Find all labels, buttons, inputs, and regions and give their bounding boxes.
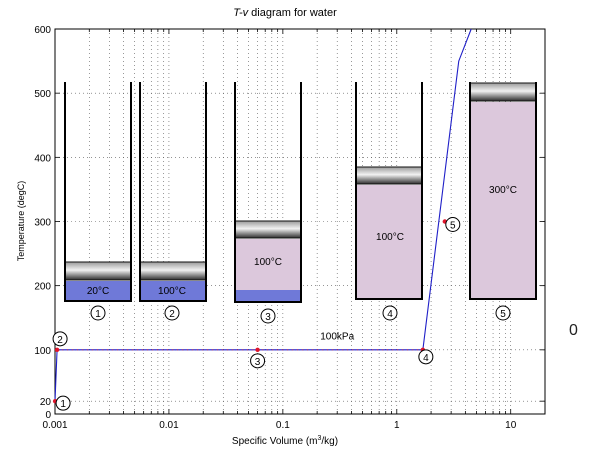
- state-point-2: [54, 347, 60, 353]
- vapor-fill: [356, 185, 422, 299]
- x-tick-label: 1: [394, 420, 400, 431]
- cylinder-wall: [469, 82, 537, 300]
- y-tick-label: 500: [34, 89, 51, 100]
- liquid-fill: [140, 281, 206, 301]
- state-point-3: [255, 347, 260, 353]
- cylinder-illustrations: 20°C 1 100°C 2 100°C 3 100°C 4 300°C 5: [64, 82, 537, 324]
- x-tick-label: 0.01: [159, 420, 179, 431]
- cylinder-number-circle: [382, 305, 398, 321]
- cylinder-wall: [139, 82, 207, 302]
- cylinder-number-label: 1: [95, 309, 101, 320]
- state-points: 1 2 3 4 5: [52, 217, 461, 411]
- x-axis-label: Specific Volume (m3/kg): [232, 435, 338, 447]
- chart-title: T-v diagram for water: [233, 7, 337, 19]
- y-tick-label: 400: [34, 153, 51, 164]
- piston: [469, 82, 537, 102]
- cylinder-5: 300°C 5: [469, 82, 537, 321]
- state-point-label-circle: [52, 331, 68, 347]
- state-point-label-circle: [445, 217, 461, 232]
- y-tick-label: 20: [40, 397, 52, 408]
- piston: [139, 261, 207, 281]
- cylinder-wall: [64, 82, 132, 302]
- state-point-label: 3: [255, 357, 261, 368]
- cylinder-number-label: 3: [265, 312, 271, 323]
- liquid-fill: [235, 290, 301, 302]
- state-point-label-circle: [418, 349, 434, 365]
- y-axis-label: Temperature (degC): [16, 181, 26, 262]
- x-tick-label: 0.001: [42, 420, 67, 431]
- plot-frame: [54, 28, 546, 415]
- state-point-label: 4: [423, 353, 429, 364]
- y-tick-label: 100: [34, 346, 51, 357]
- cylinder-temperature-label: 100°C: [254, 257, 282, 268]
- state-point-label: 5: [450, 221, 456, 232]
- cylinder-number-circle: [164, 305, 180, 321]
- cylinder-number-circle: [495, 305, 511, 321]
- y-tick-label: 600: [34, 25, 51, 36]
- pressure-annotation: 100kPa: [320, 331, 354, 342]
- cylinder-wall: [355, 82, 423, 300]
- piston: [64, 261, 132, 281]
- stray-character: 0: [569, 322, 578, 339]
- state-point-label: 2: [57, 335, 63, 346]
- state-point-label-circle: [250, 353, 266, 369]
- cylinder-temperature-label: 100°C: [158, 286, 186, 297]
- cylinder-2: 100°C 2: [139, 82, 207, 321]
- cylinder-4: 100°C 4: [355, 82, 423, 321]
- cylinder-number-circle: [260, 308, 276, 324]
- y-tick-label: 0: [45, 410, 51, 421]
- cylinder-temperature-label: 300°C: [489, 185, 517, 196]
- piston: [234, 220, 302, 239]
- cylinder-number-label: 4: [387, 309, 393, 320]
- x-tick-label: 10: [505, 420, 517, 431]
- cylinder-temperature-label: 20°C: [87, 286, 109, 297]
- y-tick-label: 200: [34, 282, 51, 293]
- cylinder-1: 20°C 1: [64, 82, 132, 321]
- y-tick-label: 300: [34, 218, 51, 229]
- liquid-fill: [65, 281, 131, 301]
- cylinder-temperature-label: 100°C: [376, 232, 404, 243]
- vapor-fill: [235, 239, 301, 290]
- vapor-fill: [470, 102, 536, 299]
- piston: [355, 166, 423, 185]
- x-tick-label: 0.1: [276, 420, 290, 431]
- cylinder-wall: [234, 82, 302, 303]
- state-point-label: 1: [60, 399, 66, 410]
- cylinder-3: 100°C 3: [234, 82, 302, 324]
- state-point-label-circle: [55, 395, 71, 411]
- cylinder-number-circle: [90, 305, 106, 321]
- cylinder-number-label: 5: [500, 309, 506, 320]
- cylinder-number-label: 2: [169, 309, 175, 320]
